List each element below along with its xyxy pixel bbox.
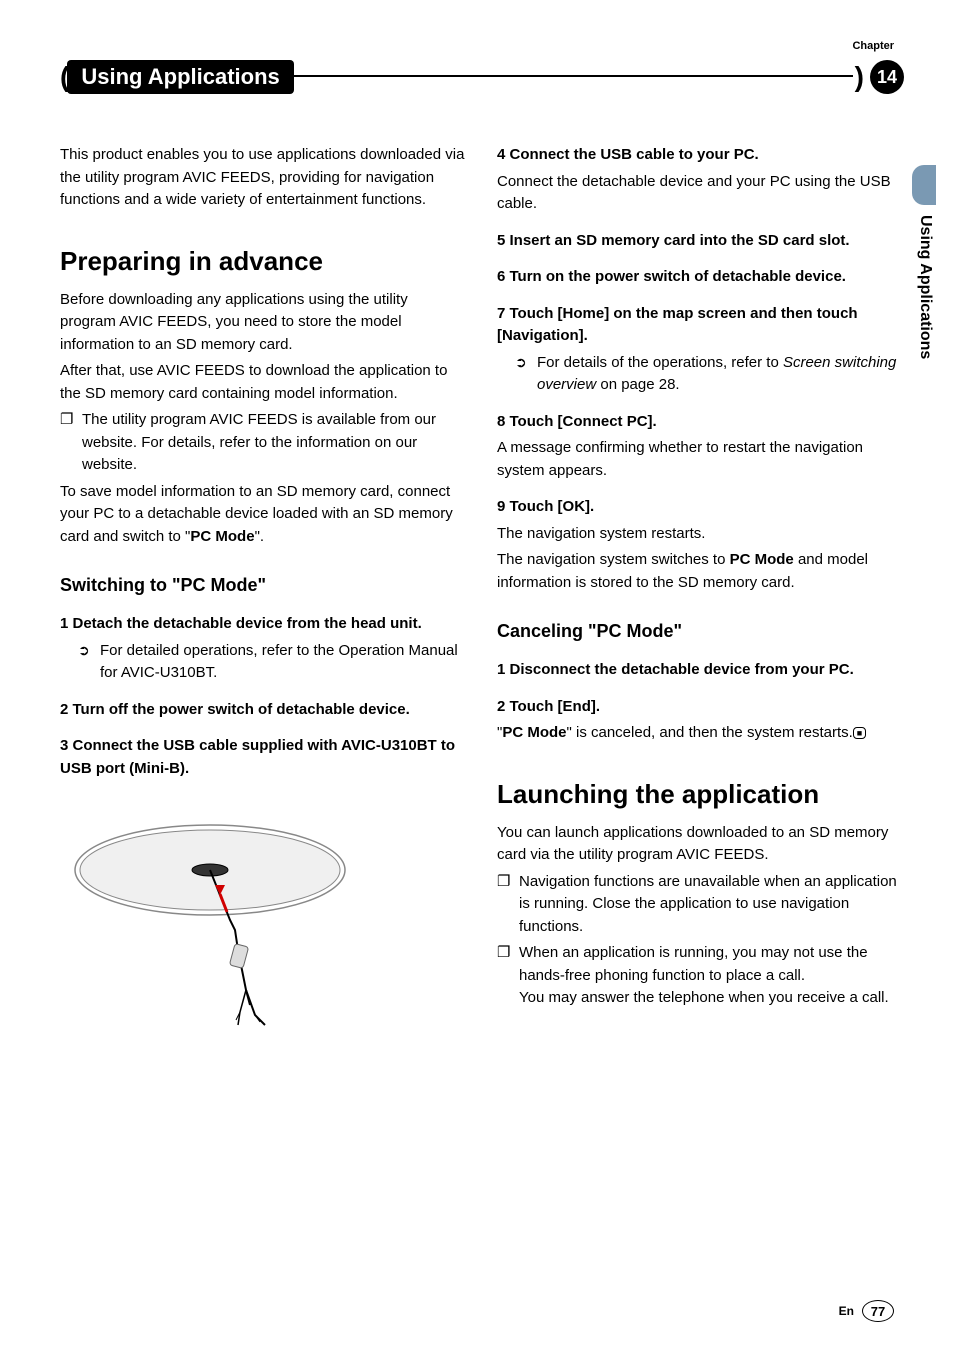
step-9-sub2: The navigation system switches to PC Mod… <box>497 549 904 594</box>
prep-para-2: After that, use AVIC FEEDS to download t… <box>60 360 467 405</box>
cancel-step-1: 1 Disconnect the detachable device from … <box>497 659 904 682</box>
step9-sub2-a: The navigation system switches to <box>497 551 730 568</box>
launch-para-1: You can launch applications downloaded t… <box>497 822 904 867</box>
footer-language: En <box>839 1304 854 1318</box>
step-3: 3 Connect the USB cable supplied with AV… <box>60 735 467 780</box>
launch-bullet-2-cont: You may answer the telephone when you re… <box>519 989 889 1006</box>
left-column: This product enables you to use applicat… <box>60 144 467 1040</box>
heading-canceling: Canceling "PC Mode" <box>497 618 904 645</box>
title-curve-right: ) <box>855 61 864 93</box>
content-columns: This product enables you to use applicat… <box>60 144 904 1040</box>
step-1: 1 Detach the detachable device from the … <box>60 613 467 636</box>
step-5: 5 Insert an SD memory card into the SD c… <box>497 230 904 253</box>
chapter-label: Chapter <box>852 40 894 52</box>
prep-para-1: Before downloading any applications usin… <box>60 289 467 357</box>
step-6: 6 Turn on the power switch of detachable… <box>497 266 904 289</box>
step-7-sub: For details of the operations, refer to … <box>537 352 904 397</box>
prep-para-3: To save model information to an SD memor… <box>60 481 467 549</box>
step-9: 9 Touch [OK]. <box>497 496 904 519</box>
step9-sub2-b: PC Mode <box>730 551 794 568</box>
step-2: 2 Turn off the power switch of detachabl… <box>60 699 467 722</box>
cancel-step-2-sub: "PC Mode" is canceled, and then the syst… <box>497 722 904 745</box>
page-number: 77 <box>862 1300 894 1322</box>
step-7-sublist: For details of the operations, refer to … <box>497 352 904 397</box>
page-footer: En 77 <box>839 1300 894 1322</box>
cancel-sub-c: " is canceled, and then the system resta… <box>567 724 853 741</box>
usb-cable-illustration <box>60 790 360 1030</box>
heading-launching: Launching the application <box>497 775 904 814</box>
section-title: Using Applications <box>67 60 293 94</box>
step-1-sublist: For detailed operations, refer to the Op… <box>60 640 467 685</box>
title-line <box>294 75 853 77</box>
cancel-step-2: 2 Touch [End]. <box>497 696 904 719</box>
side-tab-text: Using Applications <box>916 215 934 359</box>
heading-preparing: Preparing in advance <box>60 242 467 281</box>
end-icon: ■ <box>853 727 866 740</box>
launch-bullet-1: Navigation functions are unavailable whe… <box>519 871 904 939</box>
title-bar: ( Using Applications ) 14 <box>60 60 904 94</box>
step-9-sub1: The navigation system restarts. <box>497 523 904 546</box>
step7-sub-c: on page 28. <box>596 376 679 393</box>
prep-p3-c: ". <box>255 528 265 545</box>
prep-p3-b: PC Mode <box>190 528 254 545</box>
prep-bullet-list: The utility program AVIC FEEDS is availa… <box>60 409 467 477</box>
step7-sub-a: For details of the operations, refer to <box>537 354 783 371</box>
heading-switching: Switching to "PC Mode" <box>60 572 467 599</box>
step-8-sub: A message confirming whether to restart … <box>497 437 904 482</box>
prep-bullet-1: The utility program AVIC FEEDS is availa… <box>82 409 467 477</box>
step-8: 8 Touch [Connect PC]. <box>497 411 904 434</box>
step-7: 7 Touch [Home] on the map screen and the… <box>497 303 904 348</box>
side-tab <box>912 165 936 205</box>
right-column: 4 Connect the USB cable to your PC. Conn… <box>497 144 904 1040</box>
launch-bullet-list: Navigation functions are unavailable whe… <box>497 871 904 1010</box>
cancel-sub-b: PC Mode <box>502 724 566 741</box>
step-4-sub: Connect the detachable device and your P… <box>497 171 904 216</box>
launch-bullet-2-main: When an application is running, you may … <box>519 944 868 984</box>
step-4: 4 Connect the USB cable to your PC. <box>497 144 904 167</box>
intro-text: This product enables you to use applicat… <box>60 144 467 212</box>
launch-bullet-2: When an application is running, you may … <box>519 942 904 1010</box>
step-1-sub: For detailed operations, refer to the Op… <box>100 640 467 685</box>
chapter-number-badge: 14 <box>870 60 904 94</box>
